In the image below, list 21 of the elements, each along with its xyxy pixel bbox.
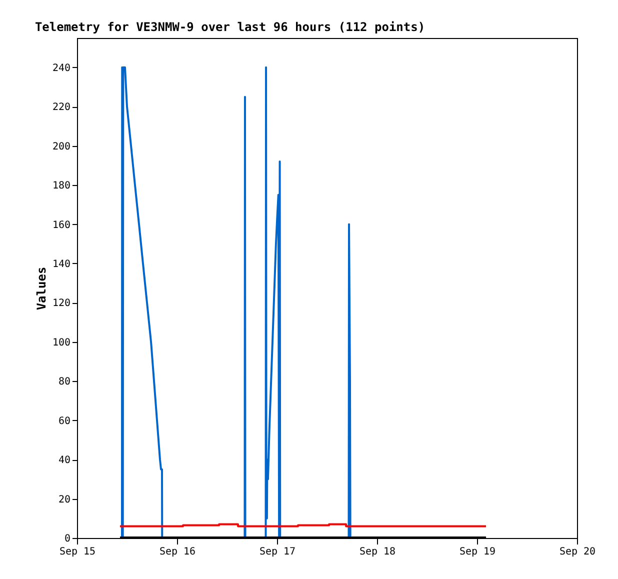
x-tick-label: Sep 19 [459, 546, 496, 558]
x-tick-label: Sep 20 [559, 546, 596, 558]
y-tick-label: 60 [58, 416, 70, 427]
x-tick-label: Sep 18 [359, 546, 396, 558]
y-tick-label: 80 [58, 376, 70, 388]
y-tick-label: 240 [52, 62, 70, 74]
y-tick-label: 140 [52, 258, 70, 270]
y-tick-label: 220 [52, 102, 70, 114]
y-tick-label: 160 [52, 220, 70, 231]
y-tick-label: 100 [52, 337, 70, 348]
x-tick-label: Sep 16 [159, 546, 196, 558]
x-tick-label: Sep 15 [59, 546, 96, 558]
chart-title: Telemetry for VE3NMW-9 over last 96 hours (112 points) [34, 20, 426, 34]
y-tick-label: 200 [52, 141, 70, 152]
y-tick-label: 20 [58, 494, 70, 506]
y-tick-label: 40 [58, 455, 70, 466]
y-tick-label: 0 [64, 534, 70, 544]
x-tick-label: Sep 17 [259, 546, 296, 558]
y-axis-title: Values [34, 266, 48, 310]
y-tick-label: 120 [52, 298, 70, 310]
y-tick-label: 180 [52, 180, 70, 192]
